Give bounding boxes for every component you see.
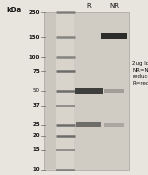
Text: NR: NR: [109, 3, 119, 9]
Text: 100: 100: [29, 55, 40, 60]
Text: 75: 75: [32, 69, 40, 74]
Text: 2ug loading
NR=Non-
reduced
R=reduced: 2ug loading NR=Non- reduced R=reduced: [132, 61, 148, 86]
Bar: [101, 33, 127, 39]
Bar: [44, 12, 129, 170]
Text: R: R: [86, 3, 91, 9]
Bar: [75, 88, 103, 94]
Bar: [104, 123, 124, 127]
Text: kDa: kDa: [6, 7, 21, 13]
Bar: [45, 13, 128, 169]
Bar: [99, 13, 129, 169]
Text: 25: 25: [32, 122, 40, 127]
Bar: [76, 122, 101, 127]
Text: 10: 10: [32, 167, 40, 172]
Text: 150: 150: [29, 35, 40, 40]
Text: 15: 15: [32, 147, 40, 152]
Bar: [56, 13, 76, 169]
Text: 50: 50: [33, 89, 40, 93]
Bar: [104, 89, 124, 93]
Text: 250: 250: [29, 10, 40, 15]
Bar: [74, 13, 104, 169]
Text: 37: 37: [32, 103, 40, 108]
Text: 20: 20: [32, 133, 40, 138]
